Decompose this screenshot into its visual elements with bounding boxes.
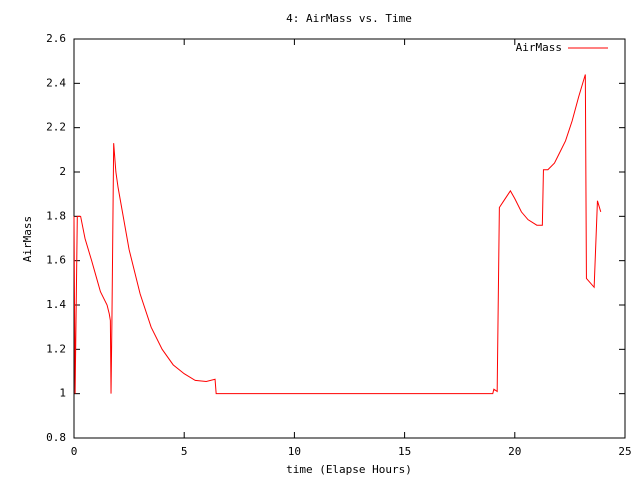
y-tick-label: 1.8	[46, 209, 66, 222]
x-tick-label: 25	[618, 445, 631, 458]
data-line	[73, 74, 602, 395]
y-tick-label: 1.6	[46, 254, 66, 267]
x-tick-label: 0	[71, 445, 78, 458]
x-axis-label: time (Elapse Hours)	[286, 463, 412, 476]
x-tick-label: 10	[288, 445, 301, 458]
y-tick-label: 2.6	[46, 32, 66, 45]
y-tick-label: 1	[59, 387, 66, 400]
y-tick-label: 0.8	[46, 431, 66, 444]
y-axis-label: AirMass	[21, 216, 34, 262]
x-tick-label: 15	[398, 445, 411, 458]
x-tick-label: 5	[181, 445, 188, 458]
y-tick-label: 2.2	[46, 121, 66, 134]
y-tick-label: 1.4	[46, 298, 66, 311]
x-tick-label: 20	[508, 445, 521, 458]
plot-border	[73, 38, 626, 439]
chart-title: 4: AirMass vs. Time	[286, 12, 412, 25]
legend-label: AirMass	[516, 41, 562, 54]
y-tick-label: 1.2	[46, 342, 66, 355]
y-tick-label: 2	[59, 165, 66, 178]
y-tick-label: 2.4	[46, 76, 66, 89]
